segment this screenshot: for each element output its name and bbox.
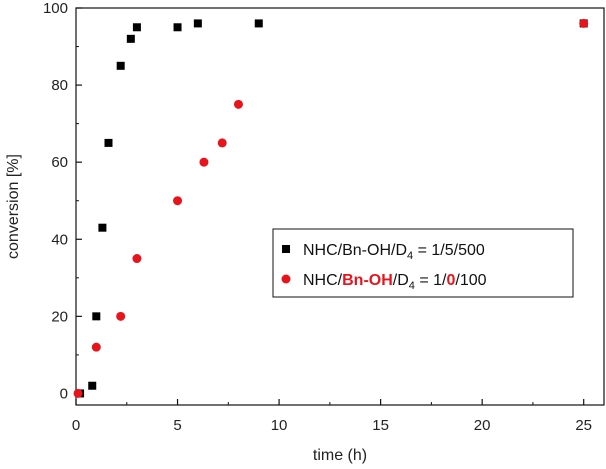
legend-marker-square [282, 245, 290, 253]
data-point-series-2 [579, 18, 589, 28]
legend: NHC/Bn-OH/D4 = 1/5/500 NHC/Bn-OH/D4 = 1/… [272, 228, 574, 298]
legend-box [272, 228, 574, 298]
data-point-series-2 [217, 138, 227, 148]
y-tick-label: 40 [51, 231, 68, 248]
plot-frame [75, 7, 605, 406]
data-point-series-2 [91, 342, 101, 352]
legend-entry-2-subscript: 4 [409, 280, 415, 292]
legend-entry-2-part-7: /100 [455, 272, 486, 289]
x-tick-label: 5 [173, 417, 181, 434]
data-point-series-1 [193, 19, 202, 28]
y-tick-label: 20 [51, 308, 68, 325]
y-axis-title: conversion [%] [5, 154, 22, 259]
y-tick-label: 0 [60, 385, 68, 402]
data-point-series-1 [104, 138, 113, 147]
data-point-series-1 [173, 23, 182, 32]
data-point-series-1 [88, 381, 97, 390]
data-point-series-1 [254, 19, 263, 28]
legend-entry-1-subscript: 4 [407, 250, 413, 262]
data-point-series-2 [173, 196, 183, 206]
data-point-series-2 [73, 388, 83, 398]
x-tick-label: 10 [271, 417, 288, 434]
legend-entry-1: NHC/Bn-OH/D4 = 1/5/500 [303, 242, 485, 262]
x-tick-label: 0 [72, 417, 80, 434]
data-point-series-2 [132, 254, 142, 264]
legend-entry-1-part-1: NHC/Bn-OH/D [303, 242, 407, 259]
y-tick-label: 80 [51, 77, 68, 94]
legend-entry-2-part-5: = 1/ [415, 272, 447, 289]
data-point-series-1 [116, 61, 125, 70]
data-point-series-2 [116, 311, 126, 321]
legend-entry-1-part-3: = 1/5/500 [413, 242, 485, 259]
data-point-series-2 [233, 99, 243, 109]
legend-marker-circle [281, 274, 291, 284]
y-tick-label: 60 [51, 154, 68, 171]
legend-entry-2-highlight-zero: 0 [446, 272, 455, 289]
x-tick-label: 15 [372, 417, 389, 434]
data-point-series-1 [92, 312, 101, 321]
data-point-series-2 [199, 157, 209, 167]
legend-entry-2-part-3: /D [393, 272, 409, 289]
data-point-series-1 [98, 223, 107, 232]
x-tick-label: 20 [474, 417, 491, 434]
legend-entry-2: NHC/Bn-OH/D4 = 1/0/100 [303, 272, 487, 292]
legend-entry-2-highlight-bnoh: Bn-OH [342, 272, 393, 289]
x-axis-title: time (h) [313, 447, 367, 464]
legend-entry-2-part-1: NHC/ [303, 272, 343, 289]
y-tick-label: 100 [43, 0, 68, 17]
x-tick-label: 25 [575, 417, 592, 434]
axes [75, 7, 605, 406]
data-point-series-1 [126, 34, 135, 43]
data-point-series-1 [132, 23, 141, 32]
